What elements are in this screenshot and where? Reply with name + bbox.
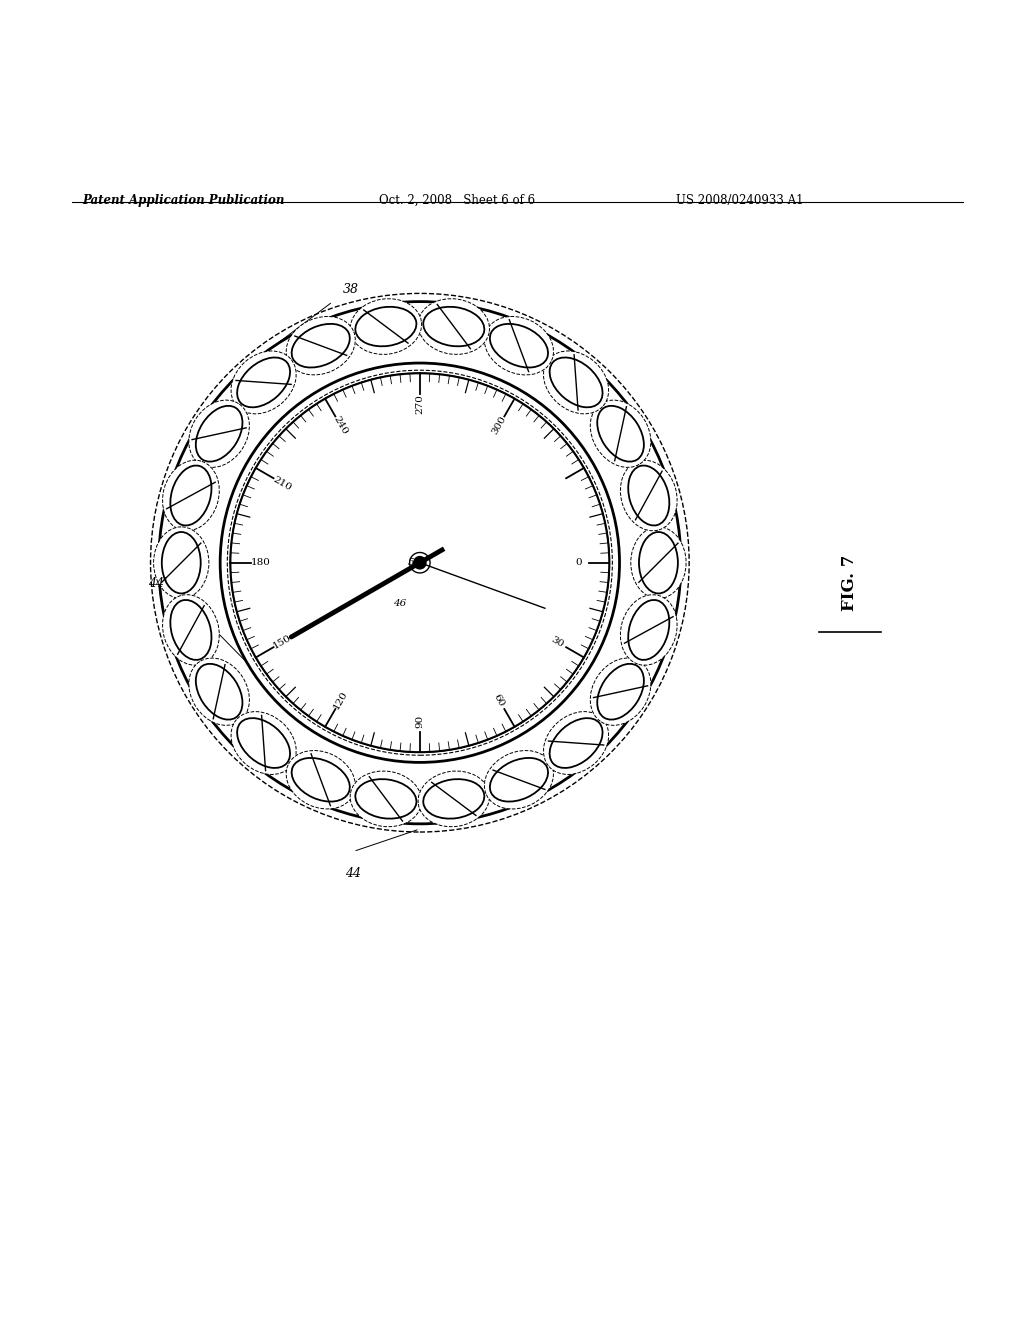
Ellipse shape	[163, 595, 219, 665]
Ellipse shape	[597, 664, 644, 719]
Text: 120: 120	[332, 689, 349, 711]
Ellipse shape	[418, 298, 489, 354]
Ellipse shape	[423, 306, 484, 346]
Ellipse shape	[162, 532, 201, 594]
Ellipse shape	[489, 758, 548, 801]
Circle shape	[220, 363, 620, 763]
Text: 30: 30	[549, 635, 565, 649]
Ellipse shape	[639, 532, 678, 594]
Ellipse shape	[544, 711, 608, 775]
Ellipse shape	[418, 771, 489, 826]
Ellipse shape	[590, 400, 651, 467]
Circle shape	[414, 557, 426, 569]
Ellipse shape	[231, 711, 296, 775]
Ellipse shape	[286, 751, 355, 809]
Ellipse shape	[350, 298, 422, 354]
Text: Oct. 2, 2008   Sheet 6 of 6: Oct. 2, 2008 Sheet 6 of 6	[379, 194, 535, 207]
Ellipse shape	[154, 527, 209, 598]
Text: Patent Application Publication: Patent Application Publication	[82, 194, 285, 207]
Ellipse shape	[292, 323, 350, 367]
Circle shape	[159, 301, 681, 824]
Ellipse shape	[188, 400, 250, 467]
Ellipse shape	[621, 461, 677, 531]
Text: 180: 180	[251, 558, 271, 568]
Text: 52: 52	[409, 558, 421, 568]
Ellipse shape	[423, 779, 484, 818]
Ellipse shape	[196, 405, 243, 462]
Text: 300: 300	[490, 414, 508, 436]
Ellipse shape	[292, 758, 350, 801]
Text: FIG. 7: FIG. 7	[842, 554, 858, 611]
Ellipse shape	[170, 466, 212, 525]
Ellipse shape	[628, 466, 670, 525]
Ellipse shape	[544, 351, 608, 414]
Text: 90: 90	[416, 715, 424, 729]
Text: 46: 46	[393, 599, 406, 609]
Ellipse shape	[590, 659, 651, 726]
Circle shape	[230, 374, 609, 752]
Ellipse shape	[196, 664, 243, 719]
Circle shape	[230, 374, 609, 752]
Ellipse shape	[231, 351, 296, 414]
Ellipse shape	[597, 405, 644, 462]
Ellipse shape	[489, 323, 548, 367]
Text: 38: 38	[343, 284, 359, 297]
Text: 44': 44'	[148, 577, 168, 590]
Ellipse shape	[631, 527, 686, 598]
Text: US 2008/0240933 A1: US 2008/0240933 A1	[676, 194, 804, 207]
Ellipse shape	[355, 779, 417, 818]
Ellipse shape	[188, 659, 250, 726]
Ellipse shape	[621, 595, 677, 665]
Ellipse shape	[170, 601, 212, 660]
Text: 210: 210	[271, 474, 293, 492]
Ellipse shape	[628, 601, 670, 660]
Text: 270: 270	[416, 395, 424, 414]
Text: 240: 240	[332, 414, 349, 436]
Ellipse shape	[163, 461, 219, 531]
Ellipse shape	[355, 306, 417, 346]
Ellipse shape	[286, 317, 355, 375]
Ellipse shape	[484, 751, 554, 809]
Text: 150: 150	[271, 634, 293, 651]
Text: 44: 44	[345, 867, 361, 880]
Ellipse shape	[238, 358, 290, 408]
Ellipse shape	[350, 771, 422, 826]
Text: 60: 60	[492, 692, 507, 708]
Ellipse shape	[484, 317, 554, 375]
Text: 0: 0	[575, 558, 582, 568]
Ellipse shape	[238, 718, 290, 768]
Ellipse shape	[550, 718, 602, 768]
Ellipse shape	[550, 358, 602, 408]
